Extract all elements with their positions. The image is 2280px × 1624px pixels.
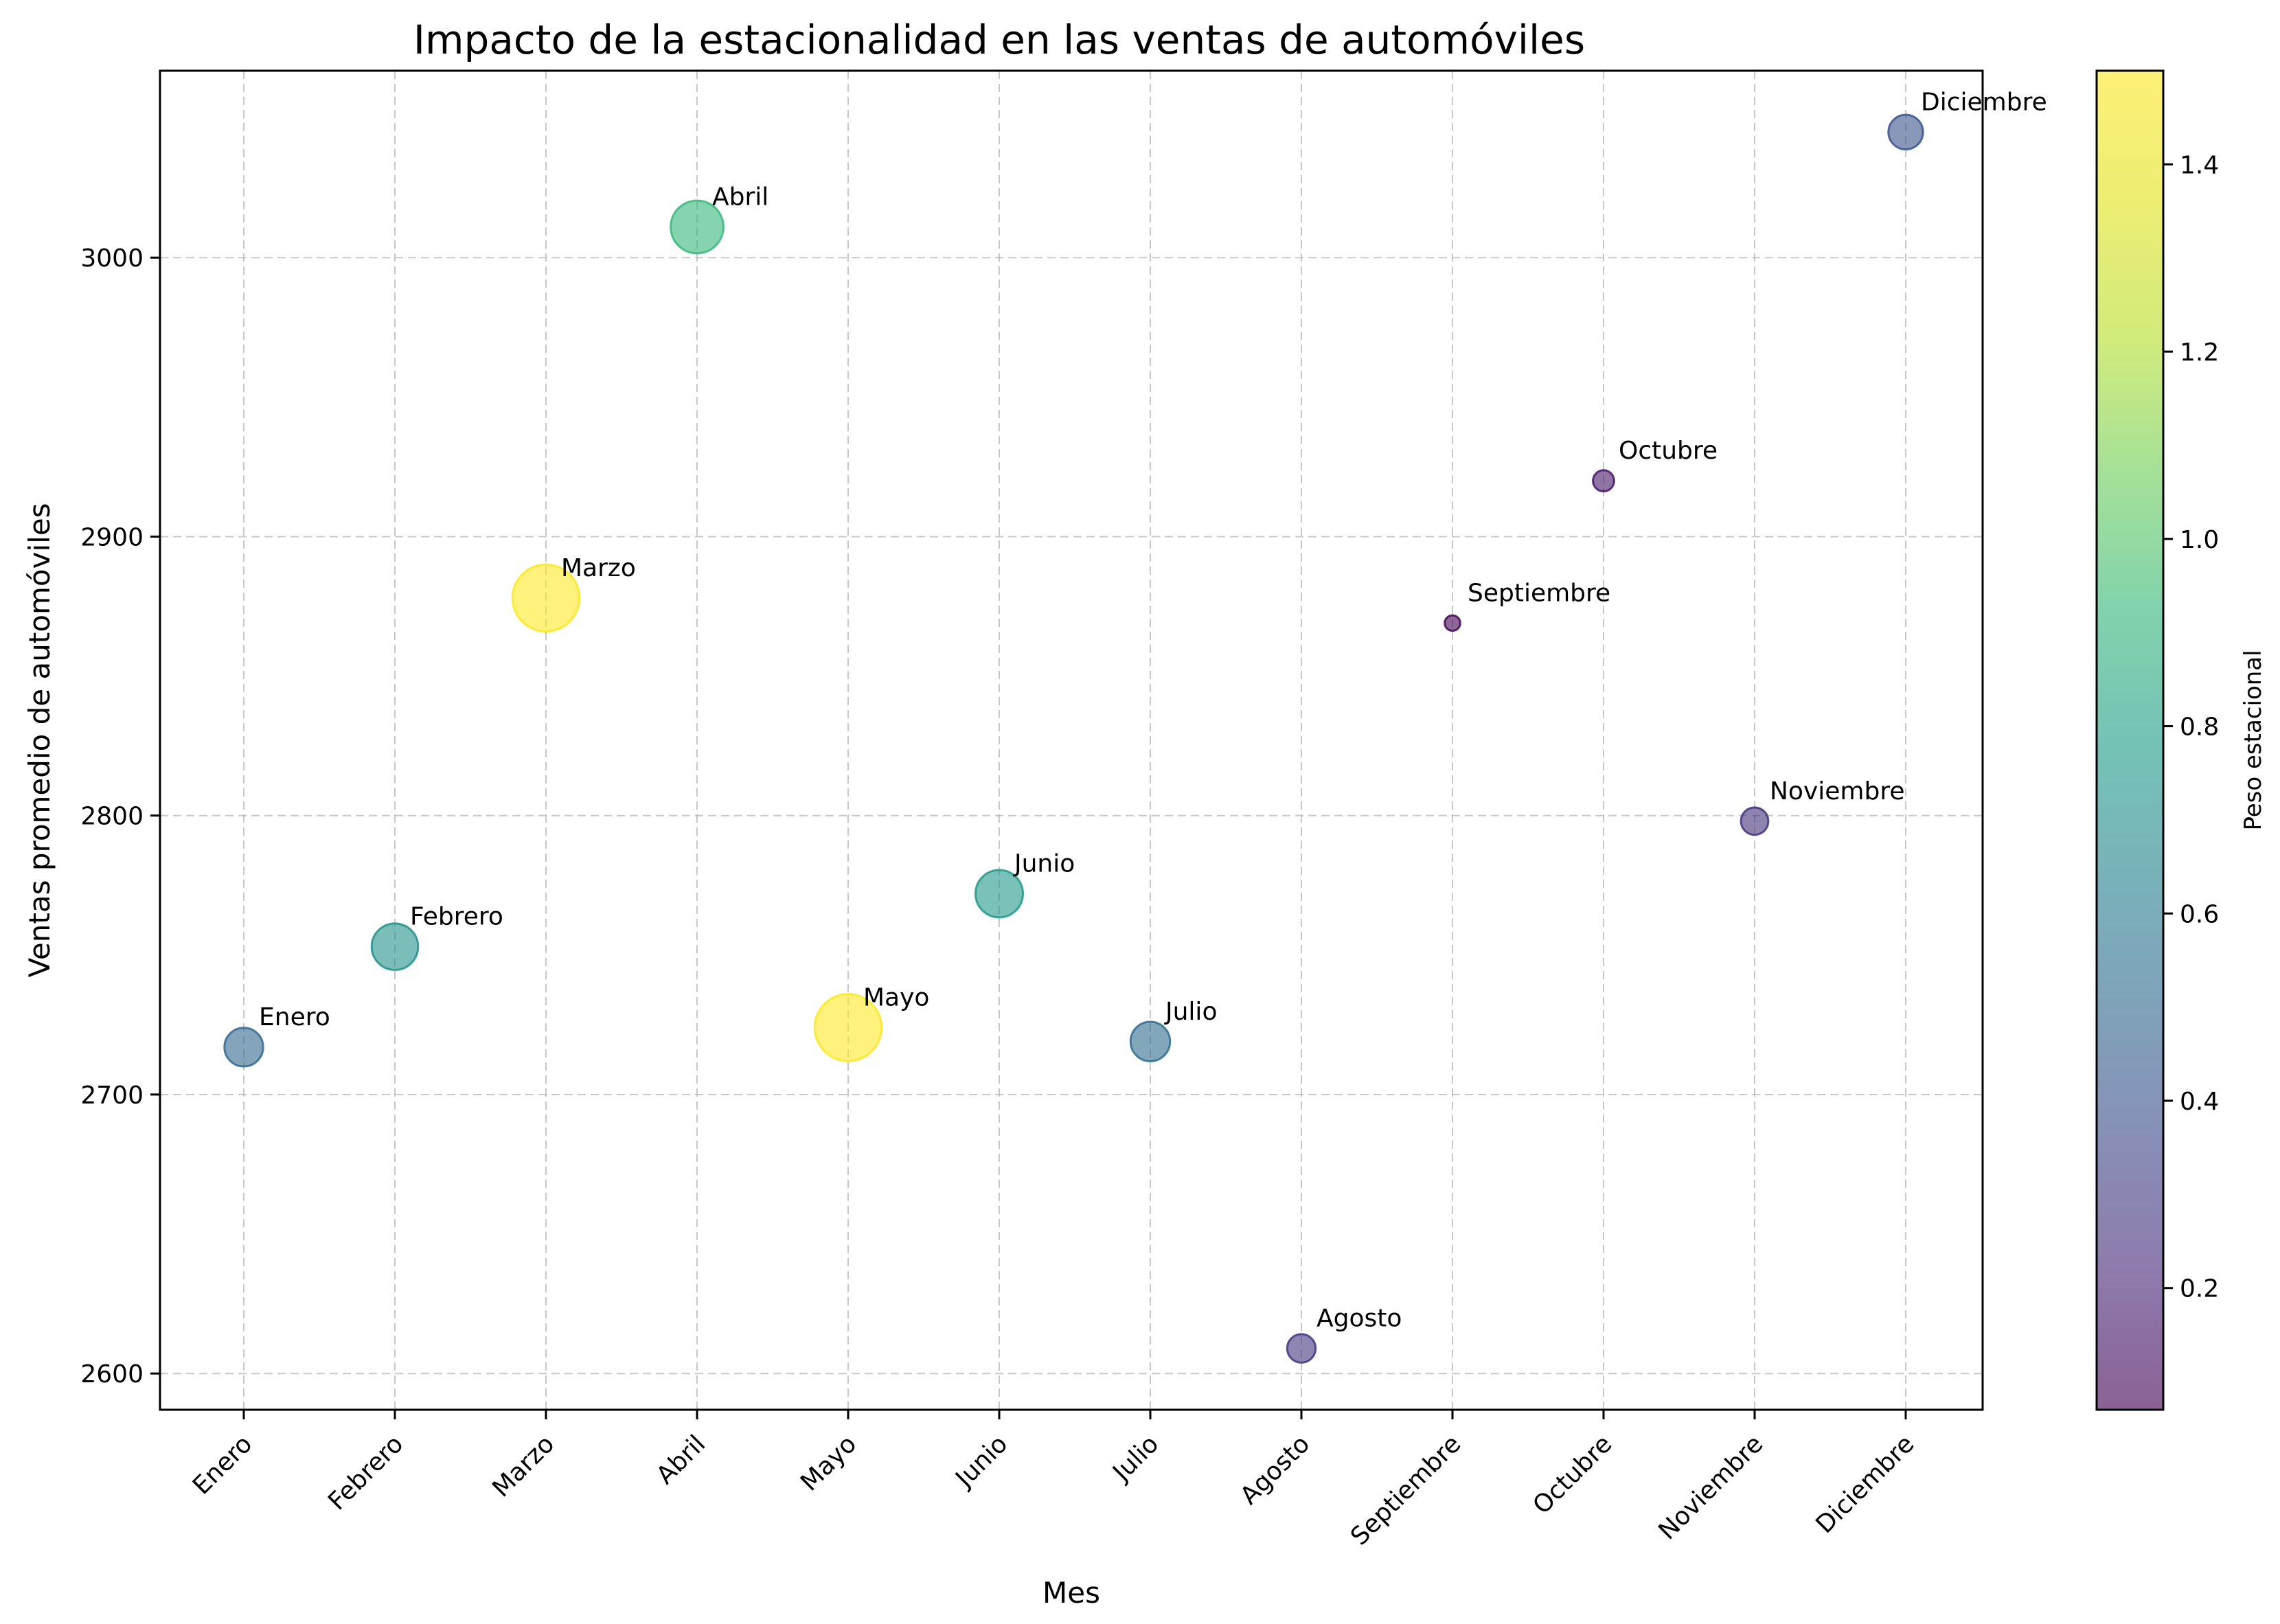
point-label: Octubre — [1619, 437, 1718, 465]
scatter-point — [813, 993, 883, 1062]
x-tick-label: Septiembre — [1345, 1430, 1466, 1551]
colorbar-tick-label: 1.0 — [2180, 526, 2219, 554]
scatter-point — [1129, 1020, 1172, 1062]
x-tick-label: Julio — [1107, 1430, 1165, 1487]
grid-layer — [160, 71, 1983, 1410]
y-axis-label: Ventas promedio de automóviles — [23, 503, 56, 977]
point-label: Mayo — [863, 983, 929, 1011]
point-label: Junio — [1013, 849, 1075, 878]
point-label: Septiembre — [1468, 579, 1610, 607]
colorbar-tick-label: 1.2 — [2180, 339, 2219, 367]
point-label: Enero — [259, 1003, 330, 1031]
y-tick-label: 3000 — [80, 244, 144, 273]
point-label: Marzo — [561, 554, 636, 582]
y-axis-ticks: 2600 2700 2800 2900 3000 — [80, 244, 160, 1388]
scatter-point — [1887, 113, 1924, 151]
colorbar-label: Peso estacional — [2239, 650, 2267, 830]
colorbar-ticks: 0.2 0.4 0.6 0.8 1.0 1.2 1.4 — [2163, 151, 2219, 1303]
point-label: Agosto — [1316, 1305, 1402, 1333]
scatter-point — [1592, 469, 1615, 493]
scatter-point — [1286, 1333, 1317, 1364]
point-label: Abril — [712, 183, 768, 211]
x-tick-label: Abril — [651, 1430, 711, 1489]
scatter-point — [511, 563, 581, 633]
colorbar-tick-label: 0.6 — [2180, 900, 2219, 928]
point-label: Julio — [1164, 998, 1217, 1026]
y-tick-label: 2700 — [80, 1082, 144, 1110]
colorbar-tick-label: 0.8 — [2180, 713, 2219, 742]
colorbar-tick-label: 1.4 — [2180, 151, 2219, 179]
x-axis-ticks: Enero Febrero Marzo Abril Mayo Junio Julio Agos… — [187, 1410, 1919, 1551]
scatter-point — [670, 199, 725, 255]
scatter-point — [1740, 806, 1770, 836]
colorbar — [2095, 69, 2165, 1411]
scatter-point — [223, 1027, 264, 1068]
chart-title: Impacto de la estacionalidad en las vent… — [413, 16, 1585, 63]
x-tick-label: Enero — [187, 1430, 258, 1500]
x-tick-label: Junio — [950, 1430, 1014, 1494]
point-label: Diciembre — [1921, 88, 2047, 116]
scatter-point — [370, 922, 420, 971]
x-tick-label: Agosto — [1235, 1430, 1315, 1510]
x-axis-label: Mes — [1042, 1576, 1100, 1610]
x-tick-label: Diciembre — [1810, 1430, 1919, 1539]
plot-frame — [159, 69, 1984, 1411]
y-tick-label: 2600 — [80, 1360, 144, 1388]
x-tick-label: Octubre — [1527, 1430, 1617, 1520]
x-tick-label: Noviembre — [1653, 1430, 1768, 1545]
colorbar-tick-label: 0.2 — [2180, 1275, 2219, 1303]
x-tick-label: Marzo — [487, 1430, 560, 1502]
scatter-point — [974, 869, 1024, 919]
point-label: Noviembre — [1770, 777, 1905, 805]
points-layer — [223, 113, 1924, 1364]
y-tick-label: 2800 — [80, 803, 144, 831]
point-label: Febrero — [410, 903, 503, 931]
x-tick-label: Febrero — [323, 1430, 409, 1516]
colorbar-tick-label: 0.4 — [2180, 1088, 2219, 1116]
point-labels: Enero Febrero Marzo Abril Mayo Junio Julio Agos… — [259, 88, 2047, 1332]
scatter-point — [1444, 614, 1461, 632]
x-tick-label: Mayo — [795, 1430, 862, 1496]
y-tick-label: 2900 — [80, 523, 144, 551]
